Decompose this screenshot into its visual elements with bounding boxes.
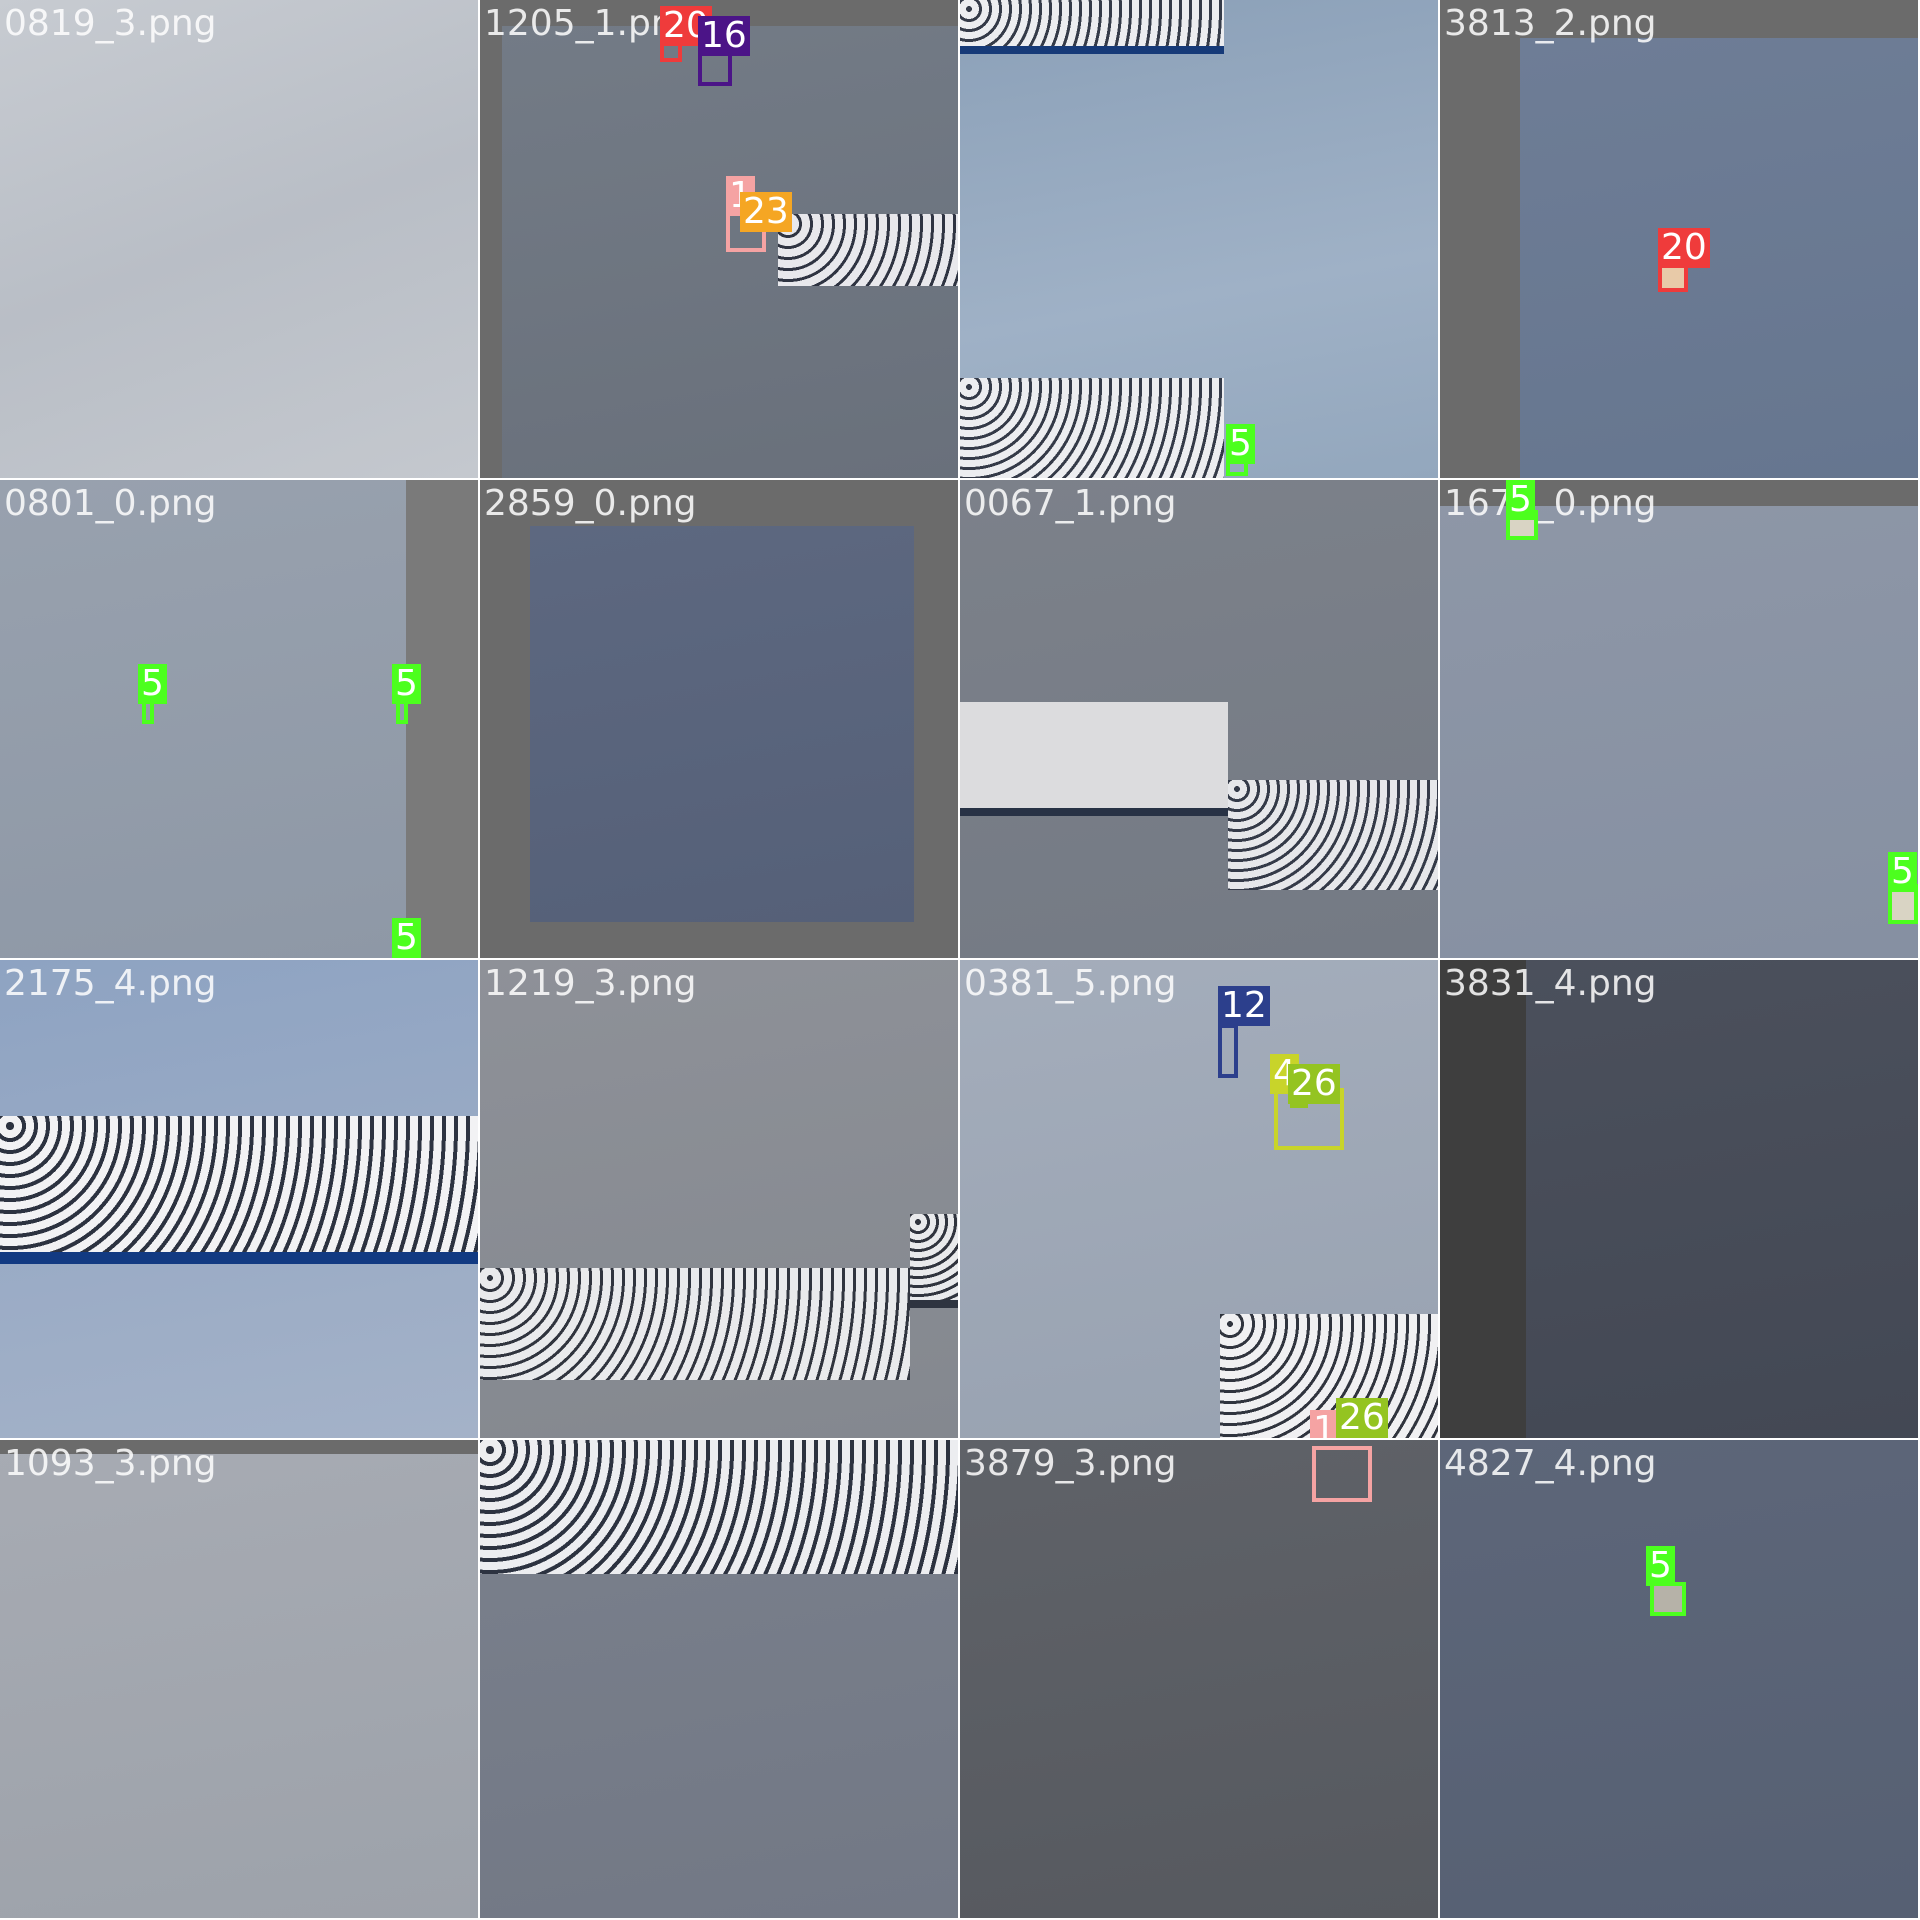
speckled-strip xyxy=(960,378,1224,478)
detection-label: 23 xyxy=(740,192,792,232)
texture-image-inner xyxy=(530,526,914,922)
dark-edge xyxy=(960,808,1228,816)
detection-box xyxy=(1312,1446,1372,1502)
dark-edge xyxy=(0,1252,478,1264)
detection-label: 20 xyxy=(1658,228,1710,268)
detection-label: 5 xyxy=(1888,852,1917,892)
speckled-strip xyxy=(960,0,1224,48)
texture-image xyxy=(0,1440,478,1918)
detection-label: 5 xyxy=(392,918,421,958)
tile-filename: 1675_0.png xyxy=(1444,482,1656,526)
detection-label: 5 xyxy=(392,664,421,704)
detection-label: 5 xyxy=(1646,1546,1675,1586)
texture-image xyxy=(0,0,478,478)
detection-box xyxy=(1218,1024,1238,1078)
tile-3879-3: 3879_3.png xyxy=(960,1440,1438,1918)
tile-filename: 3831_4.png xyxy=(1444,962,1656,1006)
tile-0819-3: 0819_3.png xyxy=(0,0,478,478)
tile-1219-3: 1219_3.png xyxy=(480,960,958,1438)
tile-filename: 0801_0.png xyxy=(4,482,216,526)
tile-filename: 0819_3.png xyxy=(4,2,216,46)
detection-label: 5 xyxy=(138,664,167,704)
tile-filename: 3813_2.png xyxy=(1444,2,1656,46)
tile-1675-0: 1675_0.png 5 5 xyxy=(1440,480,1918,958)
texture-image-inner xyxy=(1520,38,1918,478)
texture-image xyxy=(1440,1440,1918,1918)
tile-2859-0: 2859_0.png xyxy=(480,480,958,958)
tile-2175-4: 2175_4.png xyxy=(0,960,478,1438)
tile-filename: 2859_0.png xyxy=(484,482,696,526)
tile-1093-3: 1093_3.png xyxy=(0,1440,478,1918)
speckled-strip xyxy=(910,1214,958,1300)
detection-label: 26 xyxy=(1336,1398,1388,1438)
tile-0381-5: 0381_5.png 12 4 26 1 26 xyxy=(960,960,1438,1438)
texture-image xyxy=(1440,480,1918,958)
dark-edge xyxy=(910,1300,958,1308)
tile-1205-1: 1205_1.png 20 16 1 23 xyxy=(480,0,958,478)
detection-label: 16 xyxy=(698,16,750,56)
tile-filename: 0381_5.png xyxy=(964,962,1176,1006)
texture-image-inner xyxy=(1526,960,1918,1438)
tile-filename: 2175_4.png xyxy=(4,962,216,1006)
tile-filename: 3879_3.png xyxy=(964,1442,1176,1486)
detection-label: 26 xyxy=(1288,1064,1340,1104)
padding-band xyxy=(406,480,478,958)
tile-3813-2: 3813_2.png 20 xyxy=(1440,0,1918,478)
tile-0067-1: 0067_1.png xyxy=(960,480,1438,958)
blurred-strip xyxy=(960,702,1228,810)
tile-unnamed-2 xyxy=(480,1440,958,1918)
tile-filename: 0067_1.png xyxy=(964,482,1176,526)
speckled-strip xyxy=(1228,780,1438,890)
detection-label: 5 xyxy=(1226,424,1255,464)
tile-filename: 4827_4.png xyxy=(1444,1442,1656,1486)
tile-4827-4: 4827_4.png 5 xyxy=(1440,1440,1918,1918)
speckled-strip xyxy=(0,1116,478,1252)
detection-box xyxy=(1650,1582,1686,1616)
speckled-strip xyxy=(480,1268,910,1380)
tile-3831-4: 3831_4.png xyxy=(1440,960,1918,1438)
tile-filename: 1219_3.png xyxy=(484,962,696,1006)
tile-0801-0: 0801_0.png 5 5 5 xyxy=(0,480,478,958)
dark-edge xyxy=(960,46,1224,54)
tile-filename: 1093_3.png xyxy=(4,1442,216,1486)
detection-label: 5 xyxy=(1506,480,1535,520)
tile-unnamed-1: 5 xyxy=(960,0,1438,478)
texture-image xyxy=(960,1440,1438,1918)
speckled-strip xyxy=(778,214,958,286)
detection-label: 12 xyxy=(1218,986,1270,1026)
detection-label: 1 xyxy=(1310,1410,1339,1438)
speckled-strip xyxy=(480,1440,958,1574)
